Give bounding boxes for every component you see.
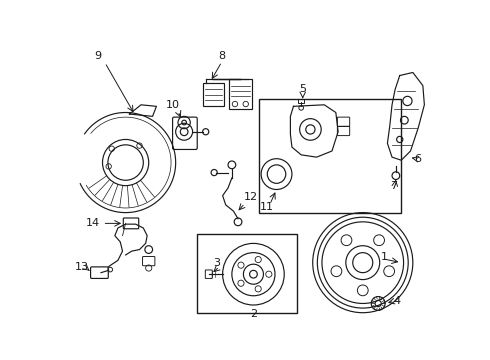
- Text: 11: 11: [260, 202, 273, 212]
- Bar: [197, 234, 297, 313]
- Bar: [229, 80, 252, 109]
- Text: 5: 5: [299, 84, 306, 94]
- Text: 14: 14: [86, 219, 100, 228]
- Bar: [259, 99, 401, 213]
- Text: 10: 10: [166, 100, 180, 110]
- Text: 4: 4: [394, 296, 401, 306]
- Bar: [203, 83, 224, 106]
- Text: 12: 12: [244, 192, 258, 202]
- Text: 2: 2: [250, 309, 257, 319]
- Text: 13: 13: [74, 261, 89, 271]
- Text: 3: 3: [213, 258, 220, 267]
- Text: 6: 6: [415, 154, 422, 164]
- Text: 9: 9: [95, 51, 101, 61]
- Text: 7: 7: [390, 181, 397, 191]
- Text: 1: 1: [381, 252, 388, 262]
- Text: 8: 8: [219, 51, 225, 61]
- Bar: [298, 99, 304, 103]
